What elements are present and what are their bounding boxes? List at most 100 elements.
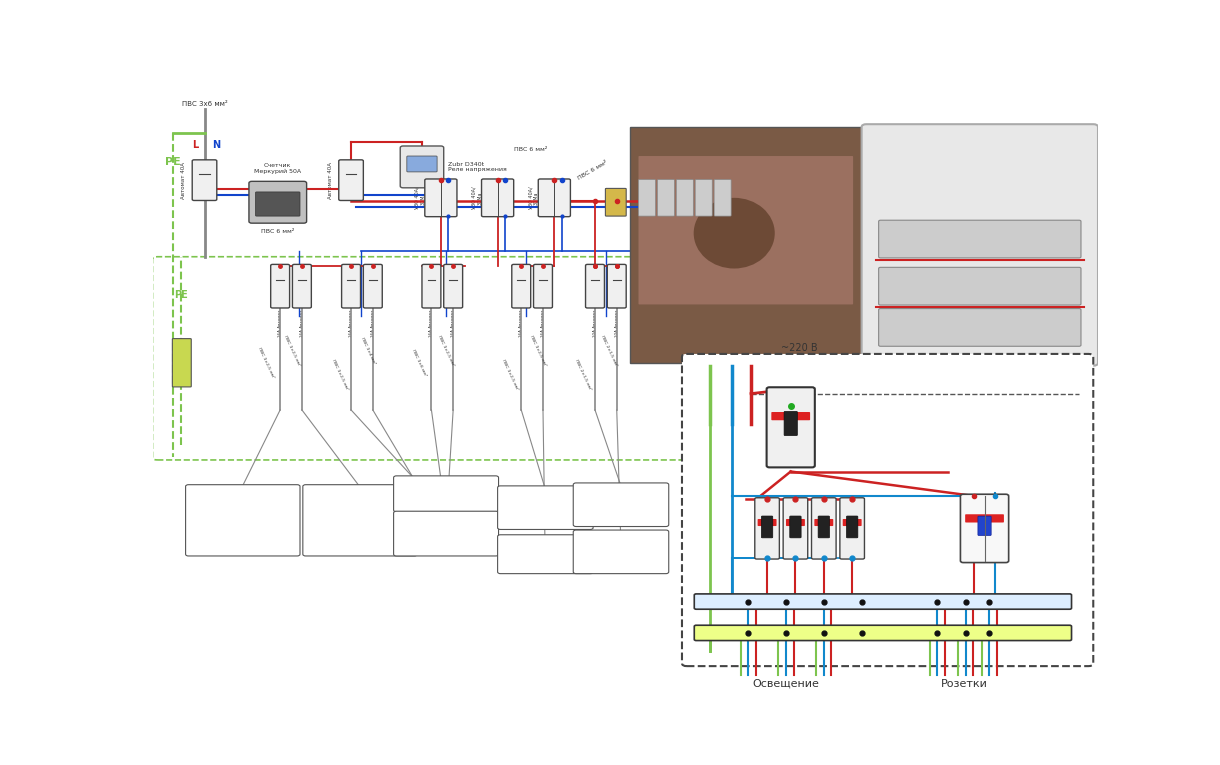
Text: Водонагреватель: Водонагреватель xyxy=(422,519,471,524)
FancyBboxPatch shape xyxy=(694,594,1071,609)
Text: N: N xyxy=(1075,597,1081,606)
FancyBboxPatch shape xyxy=(861,124,1098,366)
FancyBboxPatch shape xyxy=(293,265,311,308)
FancyBboxPatch shape xyxy=(185,485,300,556)
Text: 16А Автомат: 16А Автомат xyxy=(451,310,455,337)
Text: Розетки: Розетки xyxy=(941,679,987,689)
Text: PE: PE xyxy=(1075,628,1086,637)
FancyBboxPatch shape xyxy=(766,387,815,467)
FancyBboxPatch shape xyxy=(847,516,858,538)
Text: ПВС 3×2,5 мм²: ПВС 3×2,5 мм² xyxy=(529,335,548,367)
Text: Zubr D340t
Реле напряжения: Zubr D340t Реле напряжения xyxy=(449,161,508,172)
FancyBboxPatch shape xyxy=(271,265,289,308)
Text: микроволновка,: микроволновка, xyxy=(221,520,265,525)
Text: чайник, др. кух.: чайник, др. кух. xyxy=(221,533,265,539)
FancyBboxPatch shape xyxy=(814,519,833,526)
Text: ПВС 6 мм²: ПВС 6 мм² xyxy=(261,230,294,234)
Text: (холодильник,: (холодильник, xyxy=(223,506,262,511)
Text: бритва, подсветка: бритва, подсветка xyxy=(334,533,386,539)
Text: L: L xyxy=(748,356,754,365)
FancyBboxPatch shape xyxy=(533,265,553,308)
FancyBboxPatch shape xyxy=(512,265,531,308)
Text: 16А Автомат: 16А Автомат xyxy=(540,310,545,337)
FancyBboxPatch shape xyxy=(630,127,861,363)
FancyBboxPatch shape xyxy=(878,220,1081,258)
Text: ПВС 3×2,5 мм²: ПВС 3×2,5 мм² xyxy=(501,359,518,391)
FancyBboxPatch shape xyxy=(694,625,1071,640)
FancyBboxPatch shape xyxy=(394,511,499,556)
FancyBboxPatch shape xyxy=(573,483,669,526)
FancyBboxPatch shape xyxy=(605,188,626,216)
FancyBboxPatch shape xyxy=(422,265,440,308)
FancyBboxPatch shape xyxy=(878,267,1081,305)
Text: УЗО: УЗО xyxy=(1017,459,1039,469)
Text: (1-я комната,: (1-я комната, xyxy=(603,552,639,556)
Text: ПВС 3×6 мм²: ПВС 3×6 мм² xyxy=(411,349,427,377)
Text: 16А Автомат: 16А Автомат xyxy=(371,310,375,337)
Text: Ввод: Ввод xyxy=(853,373,882,383)
Text: комната+: комната+ xyxy=(532,507,559,513)
Text: 16А Автомат: 16А Автомат xyxy=(520,310,523,337)
FancyBboxPatch shape xyxy=(878,308,1081,347)
FancyBboxPatch shape xyxy=(786,519,805,526)
Ellipse shape xyxy=(694,198,775,269)
Text: Автомат 40А: Автомат 40А xyxy=(328,161,333,199)
Text: комната: комната xyxy=(533,563,558,568)
Text: ПВС 6 мм²: ПВС 6 мм² xyxy=(514,147,548,151)
FancyBboxPatch shape xyxy=(538,179,571,216)
FancyBboxPatch shape xyxy=(638,180,655,216)
Text: (фен, зуб. счетка,: (фен, зуб. счетка, xyxy=(336,520,384,525)
FancyBboxPatch shape xyxy=(714,180,731,216)
Text: LINE 1: LINE 1 xyxy=(765,422,769,433)
Text: N: N xyxy=(728,356,736,365)
Text: (кухня): (кухня) xyxy=(436,502,456,507)
FancyBboxPatch shape xyxy=(425,179,458,216)
Text: Освещение: Освещение xyxy=(753,679,820,689)
FancyBboxPatch shape xyxy=(394,476,499,512)
Text: Свет: Свет xyxy=(615,538,627,543)
Text: Свет: Свет xyxy=(615,491,627,496)
FancyBboxPatch shape xyxy=(758,519,776,526)
FancyBboxPatch shape xyxy=(789,516,802,538)
FancyBboxPatch shape xyxy=(695,180,712,216)
FancyBboxPatch shape xyxy=(755,498,780,559)
FancyBboxPatch shape xyxy=(784,412,798,435)
Text: комната: комната xyxy=(349,506,372,511)
FancyBboxPatch shape xyxy=(498,486,593,529)
Text: ПВС 3×2,5 мм²: ПВС 3×2,5 мм² xyxy=(257,347,275,379)
Text: Розетки 2-я: Розетки 2-я xyxy=(529,545,561,551)
Text: коридор: коридор xyxy=(533,520,558,526)
Text: PE: PE xyxy=(704,356,716,365)
Text: L: L xyxy=(192,140,198,150)
Text: 16А Автомат: 16А Автомат xyxy=(429,310,433,337)
Text: Розетки ванная: Розетки ванная xyxy=(338,493,382,498)
FancyBboxPatch shape xyxy=(406,156,437,172)
Text: Духовой шкаф: Духовой шкаф xyxy=(426,486,466,490)
Text: Счетчик
Меркурий 50А: Счетчик Меркурий 50А xyxy=(254,163,301,174)
FancyBboxPatch shape xyxy=(608,265,626,308)
Text: Стиральная машина: Стиральная машина xyxy=(417,533,475,538)
FancyBboxPatch shape xyxy=(676,180,693,216)
Text: N: N xyxy=(634,175,644,185)
Text: PE: PE xyxy=(174,290,188,300)
Text: ПВС 3×2,5 мм²: ПВС 3×2,5 мм² xyxy=(331,359,349,391)
Text: ПВС 3х6 мм²: ПВС 3х6 мм² xyxy=(182,100,227,106)
Text: PE: PE xyxy=(166,158,182,168)
Text: ПВС 6 мм²: ПВС 6 мм² xyxy=(577,160,608,181)
FancyBboxPatch shape xyxy=(342,265,361,308)
Text: 16А Автомат: 16А Автомат xyxy=(300,310,304,337)
FancyBboxPatch shape xyxy=(482,179,514,216)
Text: 16А Автомат: 16А Автомат xyxy=(278,310,282,337)
Text: ПВС 3×2,5 мм²: ПВС 3×2,5 мм² xyxy=(283,335,301,367)
Text: (ванная комната): (ванная комната) xyxy=(422,547,470,552)
FancyBboxPatch shape xyxy=(364,265,382,308)
Text: УЗО 40А/
30Ма: УЗО 40А/ 30Ма xyxy=(528,187,539,209)
Text: 16А Автомат: 16А Автомат xyxy=(349,310,353,337)
FancyBboxPatch shape xyxy=(819,516,830,538)
FancyBboxPatch shape xyxy=(172,339,192,387)
FancyBboxPatch shape xyxy=(658,180,675,216)
FancyBboxPatch shape xyxy=(249,181,306,223)
Text: Автомат 40А: Автомат 40А xyxy=(182,161,187,199)
Text: УЗО 40А/
30Ма: УЗО 40А/ 30Ма xyxy=(415,187,426,209)
FancyBboxPatch shape xyxy=(965,514,1004,522)
